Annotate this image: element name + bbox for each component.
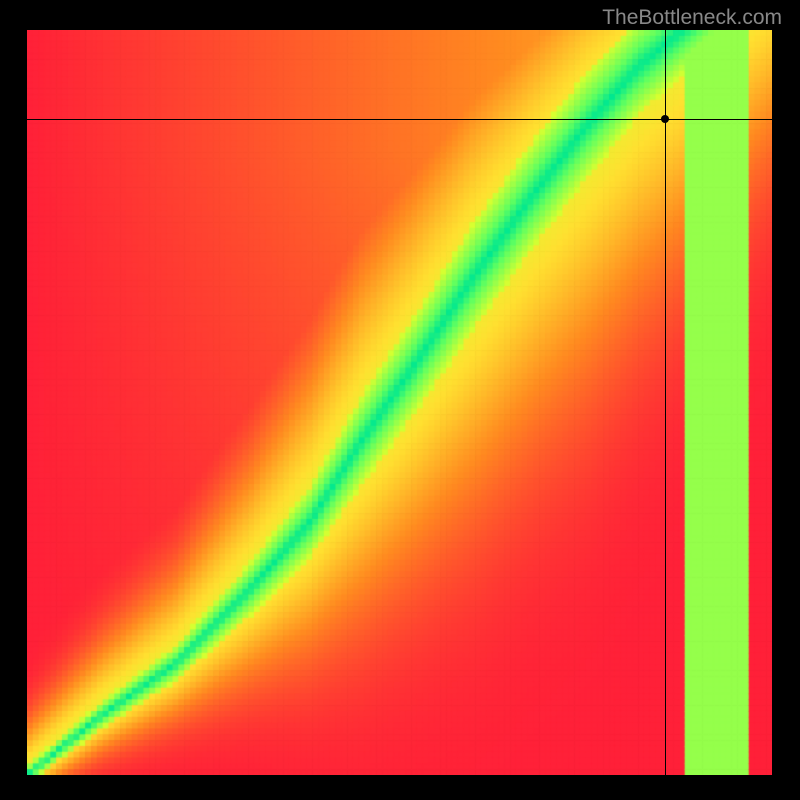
chart-container: { "attribution": { "text": "TheBottlenec… (0, 0, 800, 800)
crosshair-marker (661, 115, 669, 123)
crosshair-vertical (665, 30, 666, 775)
bottleneck-heatmap (27, 30, 772, 775)
attribution-text: TheBottleneck.com (602, 6, 782, 30)
